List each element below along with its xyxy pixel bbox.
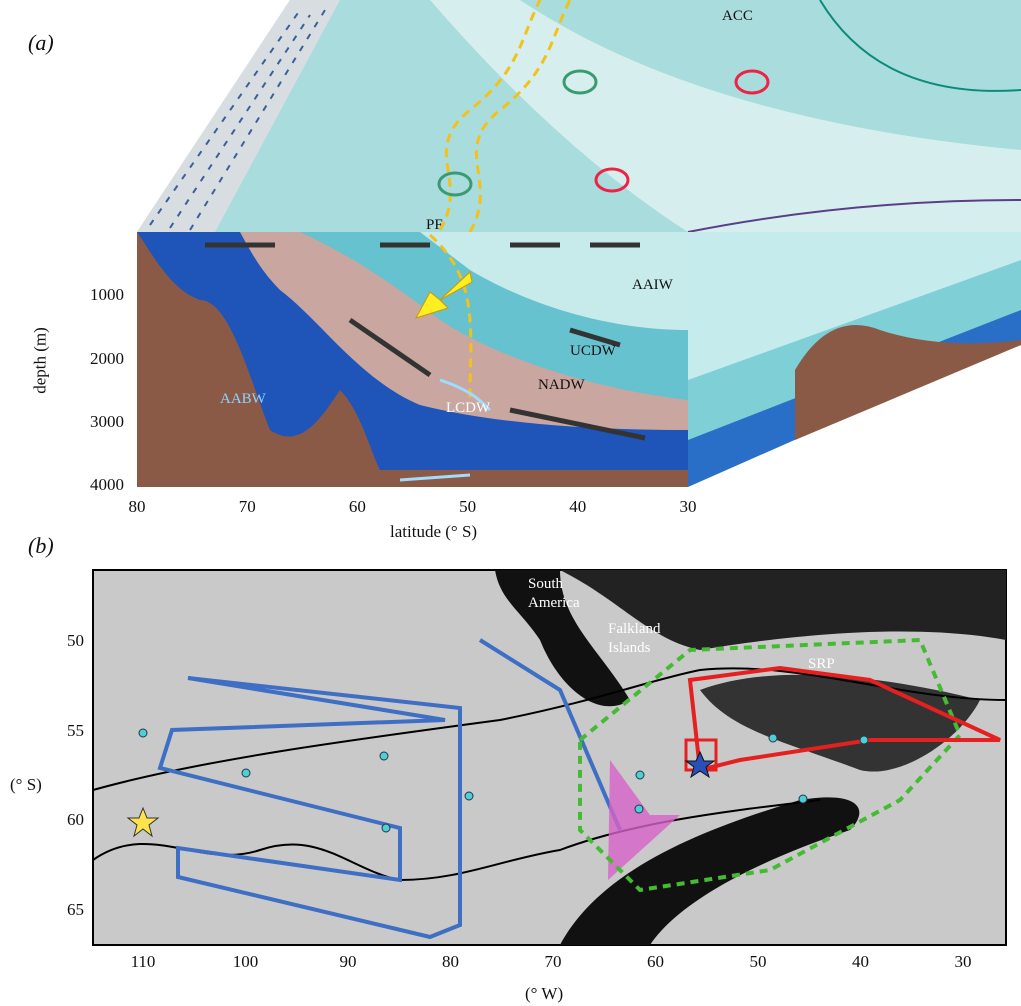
station bbox=[465, 792, 473, 800]
tick-label: 2000 bbox=[90, 350, 124, 367]
annotation: AABW bbox=[220, 392, 266, 407]
annotation: PF bbox=[426, 218, 443, 233]
tick-label: 4000 bbox=[90, 476, 124, 493]
tick-label: 60 bbox=[67, 811, 84, 828]
station bbox=[382, 824, 390, 832]
annotation: Falkland Islands bbox=[608, 620, 678, 658]
tick-label: 90 bbox=[340, 953, 357, 970]
station bbox=[769, 734, 777, 742]
station bbox=[139, 729, 147, 737]
tick-label: 80 bbox=[442, 953, 459, 970]
panel-label: (a) bbox=[28, 32, 54, 54]
tick-label: 50 bbox=[750, 953, 767, 970]
annotation: NADW bbox=[538, 378, 585, 393]
figure-graphics bbox=[0, 0, 1021, 1006]
tick-label: 50 bbox=[459, 498, 476, 515]
annotation: SRP bbox=[808, 657, 835, 672]
station bbox=[799, 795, 807, 803]
station bbox=[242, 769, 250, 777]
tick-label: 30 bbox=[955, 953, 972, 970]
tick-label: 30 bbox=[680, 498, 697, 515]
tick-label: 55 bbox=[67, 722, 84, 739]
annotation: LCDW bbox=[446, 401, 490, 416]
tick-label: 70 bbox=[545, 953, 562, 970]
tick-label: 70 bbox=[239, 498, 256, 515]
station bbox=[635, 805, 643, 813]
tick-label: 110 bbox=[131, 953, 156, 970]
annotation: South America bbox=[528, 575, 598, 613]
station bbox=[380, 752, 388, 760]
tick-label: 65 bbox=[67, 901, 84, 918]
annotation: UCDW bbox=[570, 344, 616, 359]
tick-label: 40 bbox=[852, 953, 869, 970]
station bbox=[860, 736, 868, 744]
annotation: AAIW bbox=[632, 278, 673, 293]
panel-label: (b) bbox=[28, 535, 54, 557]
tick-label: 1000 bbox=[90, 286, 124, 303]
tick-label: 50 bbox=[67, 632, 84, 649]
x-axis-label: latitude (° S) bbox=[390, 523, 477, 540]
station bbox=[636, 771, 644, 779]
y-axis-label: depth (m) bbox=[32, 311, 49, 411]
y-axis-label: (° S) bbox=[10, 776, 42, 793]
tick-label: 100 bbox=[233, 953, 259, 970]
annotation: ACC bbox=[722, 9, 753, 24]
tick-label: 60 bbox=[647, 953, 664, 970]
tick-label: 60 bbox=[349, 498, 366, 515]
tick-label: 3000 bbox=[90, 413, 124, 430]
tick-label: 80 bbox=[129, 498, 146, 515]
figure: (a) ACC PF AAIW UCDW NADW LCDW AABW dept… bbox=[0, 0, 1021, 1006]
tick-label: 40 bbox=[569, 498, 586, 515]
x-axis-label: (° W) bbox=[525, 985, 563, 1002]
